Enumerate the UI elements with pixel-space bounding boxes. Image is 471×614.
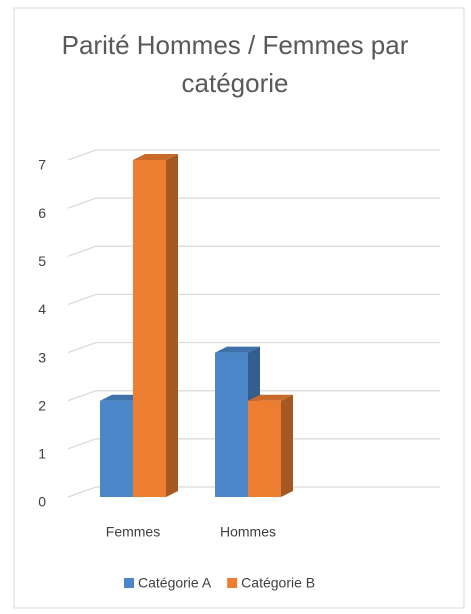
x-tick-label: Femmes bbox=[106, 524, 160, 540]
legend-swatch bbox=[227, 578, 238, 588]
grid-line bbox=[67, 486, 440, 498]
bar-top bbox=[248, 394, 293, 401]
legend-label: Catégorie B bbox=[241, 575, 315, 591]
grid-line bbox=[67, 293, 440, 305]
grid-line bbox=[67, 149, 440, 161]
x-tick-label: Hommes bbox=[220, 524, 276, 540]
chart-title: Parité Hommes / Femmes par catégorie bbox=[61, 30, 409, 98]
bar-top bbox=[215, 346, 260, 353]
y-tick-label: 4 bbox=[38, 301, 46, 317]
y-tick-label: 2 bbox=[38, 397, 46, 413]
legend-label: Catégorie A bbox=[138, 575, 212, 591]
grid-line bbox=[67, 438, 440, 450]
grid-line bbox=[67, 390, 440, 402]
bar bbox=[248, 400, 281, 497]
bar-side bbox=[166, 154, 178, 497]
bar bbox=[215, 352, 248, 497]
grid-line bbox=[67, 197, 440, 209]
grid-line bbox=[67, 245, 440, 257]
y-tick-label: 7 bbox=[38, 157, 46, 173]
y-tick-label: 1 bbox=[38, 446, 46, 462]
chart-border bbox=[13, 7, 465, 609]
grid-line bbox=[67, 341, 440, 354]
bar-side bbox=[281, 394, 293, 497]
bar bbox=[100, 400, 133, 497]
y-tick-label: 0 bbox=[38, 494, 46, 510]
y-tick-label: 3 bbox=[38, 349, 46, 365]
y-tick-label: 5 bbox=[38, 253, 46, 269]
y-tick-label: 6 bbox=[38, 205, 46, 221]
bar bbox=[133, 160, 166, 497]
legend-swatch bbox=[124, 578, 134, 588]
bar-top bbox=[133, 154, 178, 160]
